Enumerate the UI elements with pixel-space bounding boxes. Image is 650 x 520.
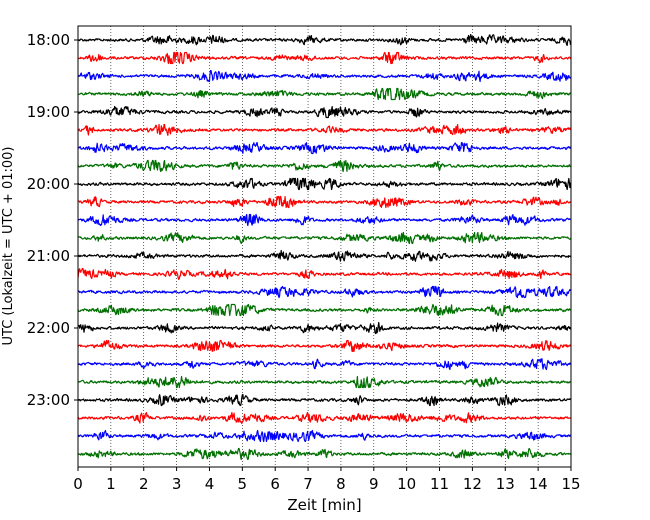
- x-tick-label: 8: [336, 475, 346, 493]
- y-tick-label: 18:00: [27, 31, 70, 49]
- trace-line: [77, 358, 572, 371]
- x-tick-label: 0: [73, 475, 83, 493]
- trace-line: [77, 159, 572, 173]
- x-tick-label: 4: [205, 475, 215, 493]
- x-tick-label: 1: [106, 475, 116, 493]
- trace-line: [77, 87, 572, 101]
- trace-line: [77, 285, 572, 299]
- x-axis-ticks: 0 1 2 3 4 5 6 7 8 9 10 11 12 13 14 15: [73, 467, 581, 493]
- trace-line: [77, 375, 572, 389]
- x-tick-label: 3: [172, 475, 182, 493]
- trace-line: [77, 195, 572, 209]
- x-tick-label: 15: [561, 475, 580, 493]
- trace-line: [77, 267, 572, 281]
- y-tick-label: 19:00: [27, 103, 70, 121]
- x-tick-label: 5: [238, 475, 248, 493]
- trace-line: [77, 123, 572, 136]
- x-axis-label: Zeit [min]: [287, 496, 361, 514]
- y-axis-label: UTC (Lokalzeit = UTC + 01:00): [1, 147, 16, 346]
- trace-line: [77, 177, 572, 191]
- trace-line: [77, 429, 572, 443]
- x-tick-label: 13: [496, 475, 515, 493]
- y-tick-label: 23:00: [27, 391, 70, 409]
- seismic-traces: [77, 33, 572, 461]
- trace-line: [77, 303, 572, 317]
- x-tick-label: 12: [463, 475, 482, 493]
- trace-line: [77, 249, 572, 262]
- trace-line: [77, 411, 572, 425]
- trace-line: [77, 105, 572, 119]
- x-tick-label: 14: [529, 475, 548, 493]
- y-axis-ticks: 18:00 19:00 20:00 21:00 22:00 23:00: [27, 31, 78, 409]
- trace-line: [77, 393, 572, 407]
- y-tick-label: 20:00: [27, 175, 70, 193]
- trace-line: [77, 141, 572, 155]
- trace-line: [77, 321, 572, 335]
- x-tick-label: 7: [303, 475, 313, 493]
- y-tick-label: 21:00: [27, 247, 70, 265]
- y-tick-label: 22:00: [27, 319, 70, 337]
- trace-line: [77, 447, 572, 461]
- x-tick-label: 11: [430, 475, 449, 493]
- trace-line: [77, 231, 572, 245]
- trace-line: [77, 69, 572, 83]
- x-tick-label: 2: [139, 475, 149, 493]
- trace-line: [77, 213, 572, 227]
- plot-frame: [77, 25, 572, 468]
- x-tick-label: 10: [397, 475, 416, 493]
- trace-line: [77, 33, 572, 46]
- trace-line: [77, 339, 572, 353]
- x-tick-label: 6: [270, 475, 280, 493]
- trace-line: [77, 51, 572, 65]
- x-tick-label: 9: [369, 475, 379, 493]
